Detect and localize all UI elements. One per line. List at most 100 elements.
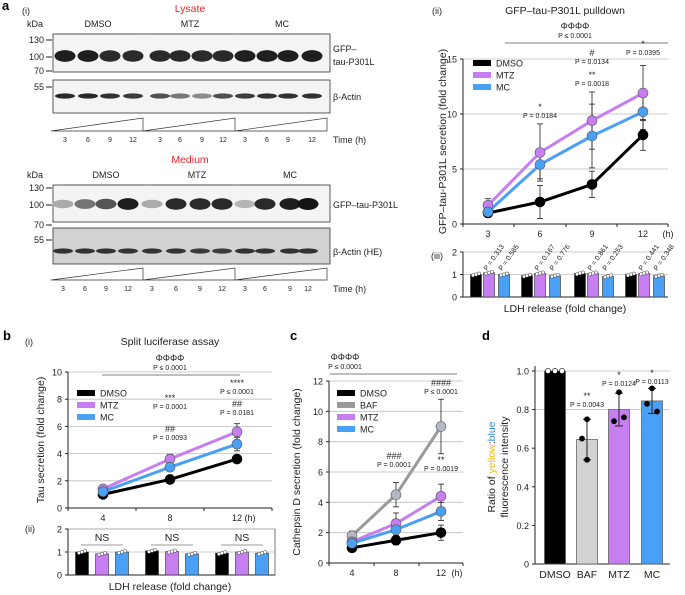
data-point-mc xyxy=(435,506,447,517)
x-tick-label: DMSO xyxy=(539,569,571,581)
y-tick-label: 10 xyxy=(447,110,457,120)
x-tick-label: 4 xyxy=(100,513,105,523)
data-point-baf xyxy=(390,489,402,501)
gfp-band xyxy=(301,50,323,62)
time-axis-label: Time (h) xyxy=(333,284,366,294)
y-tick-label: 10 xyxy=(313,407,323,417)
y-tick-label: 0.6 xyxy=(516,444,529,454)
actin-band xyxy=(166,248,186,254)
actin-band xyxy=(142,248,162,254)
y-tick-label: 0.8 xyxy=(516,405,529,415)
chart-title: GFP–tau-P301L pulldown xyxy=(505,5,625,17)
time-label: 12 xyxy=(124,286,132,293)
actin-band xyxy=(235,248,255,254)
p-value: P ≤ 0.0001 xyxy=(424,389,458,396)
gfp-band xyxy=(169,50,191,62)
x-tick-label: 3 xyxy=(485,229,490,239)
actin-blot xyxy=(52,79,331,114)
panel-sublabel: (iii) xyxy=(431,251,443,261)
y-axis-label: Tau secretion (fold change) xyxy=(35,377,47,504)
gfp-band xyxy=(256,50,278,62)
gfp-band xyxy=(149,50,171,62)
x-tick-label: BAF xyxy=(577,569,597,581)
chart-title: Split luciferase assay xyxy=(121,336,220,348)
data-point-mtz xyxy=(231,426,243,438)
replicate-point xyxy=(505,271,509,276)
actin-label: β-Actin (HE) xyxy=(333,247,382,257)
legend-label: MC xyxy=(360,425,374,435)
p-value: P = 0.0395 xyxy=(626,50,660,57)
significance-symbol: ** xyxy=(437,455,445,465)
gfp-band xyxy=(165,198,187,210)
significance-symbol: #### xyxy=(431,378,451,388)
gfp-band xyxy=(234,199,256,209)
time-label: 3 xyxy=(243,286,247,293)
bar-mc xyxy=(115,551,129,576)
significance-symbol: ## xyxy=(232,399,242,409)
bar-dmso xyxy=(215,552,229,576)
panel-sublabel: (i) xyxy=(25,337,33,347)
y-tick-label: 4 xyxy=(57,449,62,459)
replicate-point xyxy=(123,549,127,554)
p-value: P = 0.0124 xyxy=(602,381,636,388)
y-tick-label: 4 xyxy=(318,498,323,508)
panel-label-c: c xyxy=(290,328,297,343)
legend-swatch-dmso xyxy=(337,390,355,396)
replicate-point xyxy=(541,270,545,275)
significance-symbol: ### xyxy=(386,451,401,461)
y-axis-label: GFP–tau-P301L secretion (fold change) xyxy=(437,49,449,234)
actin-band xyxy=(53,248,73,254)
x-unit-label: (h) xyxy=(663,229,674,239)
significance-symbol: * xyxy=(650,368,654,378)
actin-blot xyxy=(52,227,331,265)
bar-mtz xyxy=(608,409,630,565)
mw-marker: 100 xyxy=(29,200,44,210)
y-tick-label: 2 xyxy=(57,525,62,535)
data-point-mc xyxy=(390,524,402,535)
ns-label: NS xyxy=(95,532,110,544)
p-value: P ≤ 0.0001 xyxy=(220,389,254,396)
actin-band xyxy=(235,93,255,99)
bar-mtz xyxy=(235,551,249,576)
x-tick-label: 8 xyxy=(167,513,172,523)
time-gradient-triangle xyxy=(234,117,328,132)
lane-group-label: MTZ xyxy=(181,19,200,29)
data-point-mc xyxy=(346,537,358,549)
legend-swatch-mtz xyxy=(77,402,95,408)
time-label: 12 xyxy=(219,137,227,144)
x-tick-label: 12 xyxy=(436,568,446,578)
data-point-mc xyxy=(586,130,598,142)
gfp-label: GFP–tau-P301L xyxy=(333,200,398,210)
significance-symbol: * xyxy=(538,102,542,112)
mw-marker: 55 xyxy=(34,82,44,92)
legend-swatch-baf xyxy=(337,402,355,408)
time-label: 3 xyxy=(63,137,67,144)
overall-p-value: P ≤ 0.0001 xyxy=(558,33,592,40)
overall-significance-symbol: ΦΦΦΦ xyxy=(156,353,185,363)
kda-label: kDa xyxy=(27,19,43,29)
bar-mtz xyxy=(534,273,546,298)
panel-label-b: b xyxy=(3,328,11,343)
bar-mc xyxy=(549,275,561,298)
bar-mc xyxy=(641,400,663,565)
ns-label: NS xyxy=(235,532,250,544)
time-label: 3 xyxy=(158,137,162,144)
replicate-point xyxy=(584,416,590,423)
replicate-point xyxy=(609,273,613,278)
overall-p-value: P ≤ 0.0001 xyxy=(153,365,187,372)
y-axis-label-part: blue xyxy=(486,421,498,441)
time-label: 6 xyxy=(83,286,87,293)
lane-group-label: DMSO xyxy=(93,170,120,180)
p-value: P = 0.0134 xyxy=(575,59,609,66)
gfp-band xyxy=(191,50,213,62)
y-tick-label: 0.2 xyxy=(516,521,529,531)
mw-marker: 130 xyxy=(29,35,44,45)
y-tick-label: 0.4 xyxy=(516,482,529,492)
gfp-band xyxy=(279,198,301,210)
y-axis-label-line2: fluorescence intensity xyxy=(499,416,511,518)
overall-significance-symbol: ΦΦΦΦ xyxy=(561,21,590,31)
lane-group-label: MC xyxy=(275,19,289,29)
panel-sublabel: (ii) xyxy=(432,6,442,16)
gfp-band xyxy=(77,50,99,62)
y-axis-label-part: : xyxy=(486,441,498,444)
